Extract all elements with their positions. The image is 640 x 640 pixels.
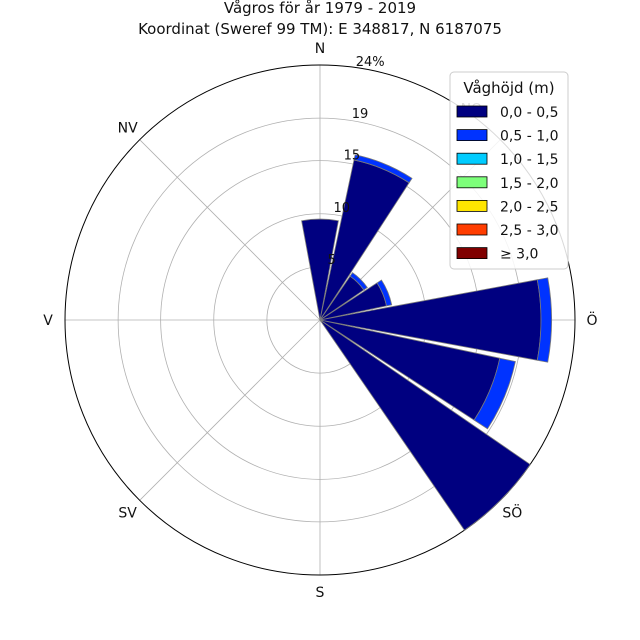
grid-spoke-5: [139, 319, 321, 501]
legend-swatch-5: [456, 223, 488, 236]
outer-ring: [64, 64, 576, 576]
legend-label-4: 2,0 - 2,5: [500, 199, 558, 215]
direction-label-7: NV: [118, 121, 138, 137]
legend: Våghöjd (m) 0,0 - 0,5 0,5 - 1,0 1,0 - 1,5 1,…: [449, 71, 569, 270]
legend-label-3: 1,5 - 2,0: [500, 176, 558, 192]
ring-labels: 5 10 15 19 24%: [328, 55, 385, 268]
direction-label-5: SV: [118, 505, 137, 521]
legend-swatch-3: [456, 176, 488, 189]
sector-bar-1-bin-1: [353, 154, 413, 184]
sector-bar-0-bin-0: [301, 218, 339, 321]
ring-label-max: 24%: [356, 55, 385, 70]
legend-label-2: 1,0 - 1,5: [500, 152, 558, 168]
legend-label-1: 0,5 - 1,0: [500, 129, 558, 145]
legend-title: Våghöjd (m): [463, 79, 554, 97]
chart-title: Vågros för år 1979 - 2019: [224, 0, 416, 17]
ring-label-3: 19: [352, 107, 369, 122]
legend-swatch-4: [456, 199, 488, 212]
direction-label-6: V: [43, 313, 53, 329]
legend-box: [449, 71, 569, 270]
sector-bars: [301, 154, 552, 531]
chart-subtitle: Koordinat (Sweref 99 TM): E 348817, N 61…: [138, 20, 502, 38]
direction-label-3: SÖ: [502, 503, 522, 521]
legend-swatch-1: [456, 129, 488, 142]
ring-label-0: 5: [328, 253, 336, 268]
direction-label-0: N: [315, 41, 325, 57]
sector-bar-6-bin-0: [319, 319, 531, 531]
sector-bar-3-bin-1: [376, 279, 393, 307]
sector-bar-4-bin-1: [536, 277, 552, 363]
sector-bar-5-bin-1: [473, 357, 516, 430]
ring-label-2: 15: [344, 149, 361, 164]
legend-label-6: ≥ 3,0: [500, 247, 538, 263]
grid-spoke-7: [139, 139, 321, 321]
sector-bar-2-bin-1: [349, 272, 368, 291]
legend-label-5: 2,5 - 3,0: [500, 223, 558, 239]
direction-label-4: S: [316, 585, 325, 601]
direction-label-2: Ö: [586, 311, 597, 329]
legend-label-0: 0,0 - 0,5: [500, 105, 558, 121]
legend-swatch-2: [456, 152, 488, 165]
legend-swatch-0: [456, 105, 488, 118]
legend-swatch-6: [456, 247, 488, 260]
ring-label-1: 10: [334, 201, 351, 216]
